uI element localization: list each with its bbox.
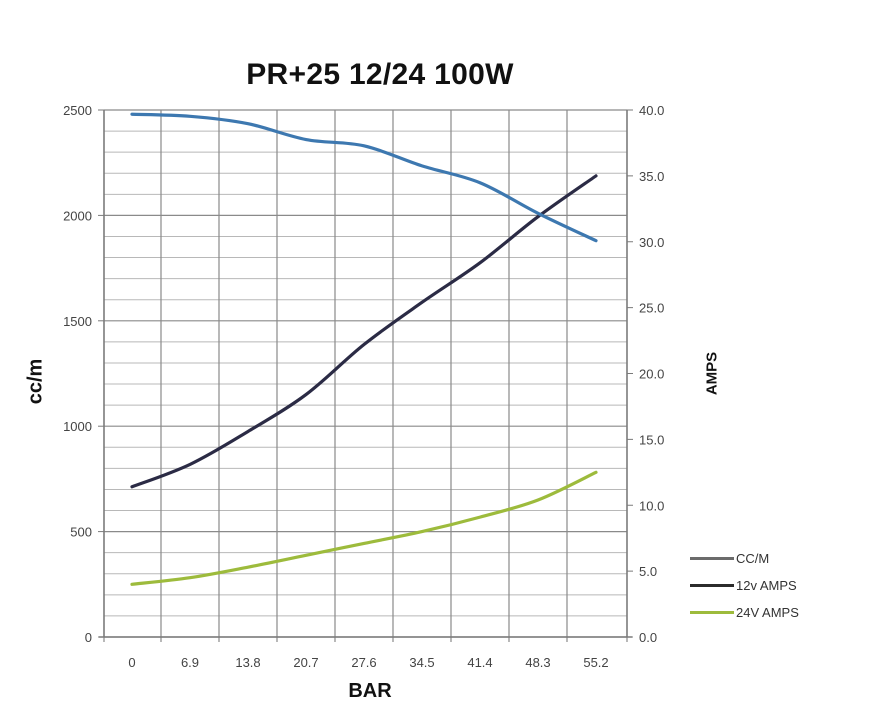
x-tick-label: 0 xyxy=(128,655,135,670)
y-tick-label-left: 2000 xyxy=(63,208,92,223)
x-tick-label: 20.7 xyxy=(293,655,318,670)
series-line-cc-m xyxy=(130,112,598,243)
y-tick-label-right: 0.0 xyxy=(639,630,657,645)
x-tick-label: 55.2 xyxy=(583,655,608,670)
x-tick-label: 6.9 xyxy=(181,655,199,670)
legend: CC/M 12v AMPS 24V AMPS xyxy=(690,545,799,626)
y-tick-label-left: 2500 xyxy=(63,103,92,118)
legend-label: 24V AMPS xyxy=(736,605,799,620)
y-tick-label-right: 25.0 xyxy=(639,301,664,316)
legend-item-24v: 24V AMPS xyxy=(690,599,799,626)
x-tick-label: 27.6 xyxy=(351,655,376,670)
y-tick-label-left: 1000 xyxy=(63,419,92,434)
y-tick-label-right: 35.0 xyxy=(639,169,664,184)
legend-item-12v: 12v AMPS xyxy=(690,572,799,599)
legend-label: 12v AMPS xyxy=(736,578,797,593)
x-tick-label: 41.4 xyxy=(467,655,492,670)
series-line-12v-amps xyxy=(130,174,598,489)
series-line-24v-amps xyxy=(130,470,598,586)
y-tick-label-right: 40.0 xyxy=(639,103,664,118)
y-tick-label-left: 0 xyxy=(85,630,92,645)
y-tick-label-right: 15.0 xyxy=(639,432,664,447)
chart-title: PR+25 12/24 100W xyxy=(246,58,514,91)
y-tick-label-left: 500 xyxy=(70,525,92,540)
x-tick-label: 48.3 xyxy=(525,655,550,670)
x-axis-title: BAR xyxy=(348,680,392,702)
y-tick-label-right: 20.0 xyxy=(639,367,664,382)
legend-label: CC/M xyxy=(736,551,770,566)
y-tick-label-right: 30.0 xyxy=(639,235,664,250)
legend-item-ccm: CC/M xyxy=(690,545,799,572)
y-tick-label-right: 5.0 xyxy=(639,564,657,579)
legend-swatch xyxy=(690,611,734,614)
legend-swatch xyxy=(690,557,734,560)
x-tick-label: 13.8 xyxy=(235,655,260,670)
x-tick-label: 34.5 xyxy=(409,655,434,670)
legend-swatch xyxy=(690,584,734,587)
y-tick-label-right: 10.0 xyxy=(639,498,664,513)
y-tick-label-left: 1500 xyxy=(63,314,92,329)
